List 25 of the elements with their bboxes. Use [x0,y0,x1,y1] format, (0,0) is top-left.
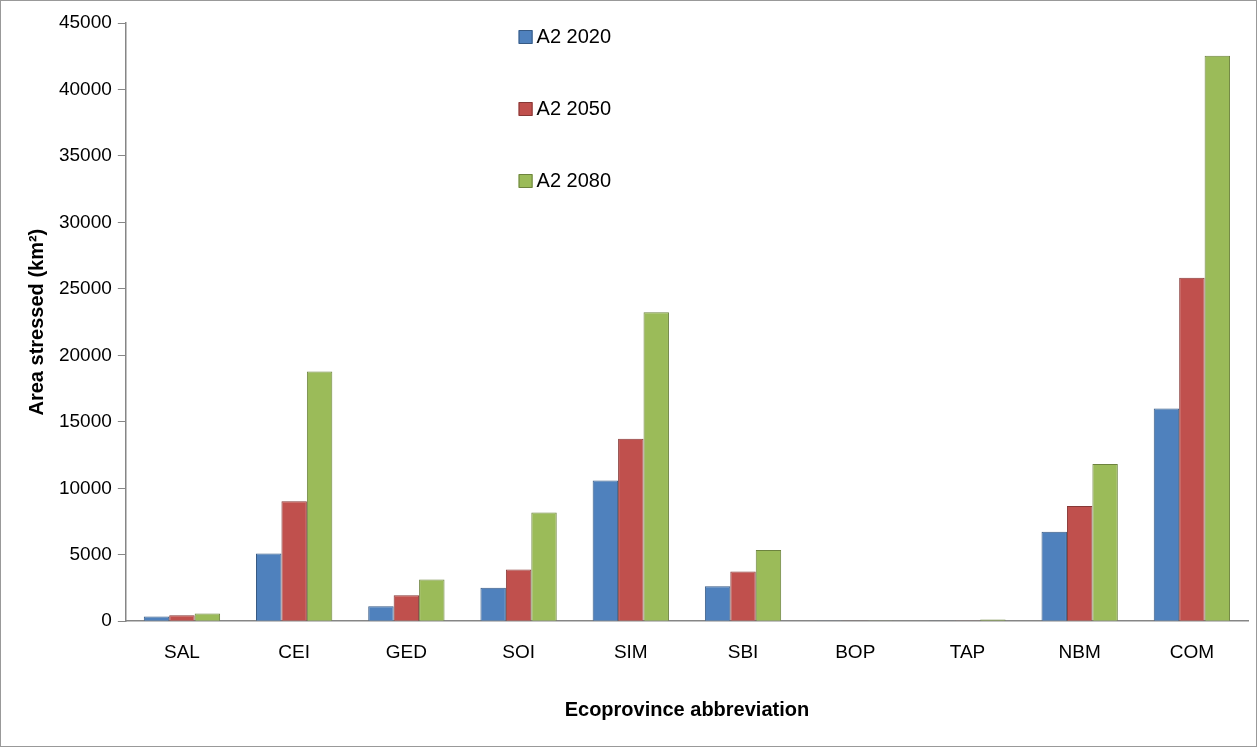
legend-label: A2 2020 [536,24,612,47]
x-tick-label: SIM [613,640,648,662]
x-tick-label: GED [385,640,427,662]
y-tick-label: 35000 [58,144,112,166]
x-tick-label: CEI [278,640,310,662]
x-tick-label: SAL [163,640,200,662]
y-tick-label: 15000 [58,410,112,432]
x-tick-label: BOP [835,640,876,662]
x-tick-label: NBM [1058,640,1101,662]
y-tick-label: 40000 [58,77,112,99]
legend-label: A2 2050 [536,96,612,119]
x-tick-label: COM [1169,640,1215,662]
x-tick-label: SOI [502,640,535,662]
y-tick-label: 25000 [58,277,112,299]
y-tick-label: 5000 [69,542,112,564]
x-tick-label: TAP [949,640,986,662]
y-tick-label: 45000 [58,11,112,33]
x-tick-label: SBI [727,640,759,662]
y-tick-label: 0 [101,609,112,631]
legend-label: A2 2080 [536,168,612,191]
y-tick-label: 10000 [58,476,112,498]
y-tick-label: 20000 [58,343,112,365]
x-axis-title: Ecoprovince abbreviation [564,697,810,720]
y-tick-label: 30000 [58,210,112,232]
y-axis-title: Area stressed (km²) [24,228,47,416]
